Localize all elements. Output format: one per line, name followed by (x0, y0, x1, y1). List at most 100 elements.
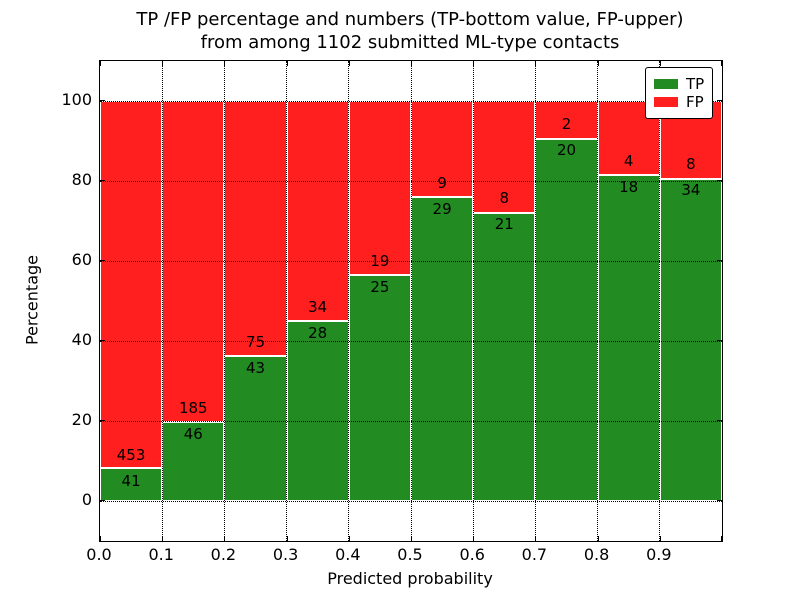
bar-segment-fp (287, 102, 348, 321)
chart-title-line2: from among 1102 submitted ML-type contac… (200, 32, 620, 53)
x-tick-mark (721, 536, 722, 541)
tp-count-label: 20 (556, 141, 577, 160)
bar-segment-tp (598, 174, 659, 500)
chart-title: TP /FP percentage and numbers (TP-bottom… (99, 8, 721, 54)
legend-label-tp: TP (686, 75, 705, 93)
bar: 4 18 (597, 101, 660, 501)
y-tick-label: 80 (71, 170, 92, 189)
x-tick-mark (100, 61, 101, 66)
y-tick-mark (717, 420, 722, 421)
bar-segment-fp (349, 102, 410, 274)
gridline-vertical (410, 61, 412, 541)
x-tick-mark (659, 536, 661, 541)
gridline-vertical (161, 61, 163, 541)
x-tick-mark (473, 61, 475, 66)
gridline-vertical (534, 61, 536, 541)
tp-count-label: 21 (494, 215, 514, 234)
y-tick-mark (717, 340, 722, 341)
x-tick-mark (348, 61, 350, 66)
tp-count-label: 43 (245, 359, 266, 378)
bar-segment-tp (660, 177, 721, 500)
x-tick-label: 0.5 (397, 545, 423, 564)
bar-segment-tp (163, 420, 224, 500)
x-tick-mark (224, 536, 226, 541)
bar: 453 41 (100, 101, 163, 501)
tp-count-label: 34 (681, 181, 701, 200)
gridline-vertical (472, 61, 474, 541)
bar: 8 21 (473, 101, 536, 501)
bar-segment-tp (225, 354, 286, 500)
bar-segment-fp (225, 102, 286, 355)
tp-count-label: 29 (432, 199, 452, 218)
x-tick-mark (597, 61, 599, 66)
fp-count-label: 75 (245, 333, 266, 352)
fp-count-label: 185 (178, 399, 208, 418)
gridline-vertical (286, 61, 288, 541)
bar: 185 46 (162, 101, 225, 501)
y-tick-mark (100, 420, 105, 421)
bar-segment-fp (536, 102, 597, 139)
fp-count-label: 8 (686, 155, 696, 174)
x-tick-label: 0.8 (583, 545, 610, 564)
fp-count-label: 9 (437, 173, 447, 192)
tp-count-label: 46 (183, 425, 203, 444)
y-tick-mark (717, 180, 722, 181)
x-tick-mark (411, 61, 412, 66)
x-tick-label: 0.0 (86, 545, 112, 564)
x-tick-label: 0.7 (521, 545, 548, 564)
bar: 34 28 (286, 101, 349, 501)
legend-swatch-fp (654, 97, 678, 107)
gridline-vertical (223, 61, 225, 541)
x-tick-label: 0.3 (272, 545, 299, 564)
x-tick-label: 0.1 (148, 545, 174, 564)
fp-count-label: 34 (308, 298, 328, 317)
y-tick-mark (100, 180, 105, 181)
x-tick-mark (411, 536, 412, 541)
gridline-vertical (597, 61, 599, 541)
legend-swatch-tp (654, 79, 678, 89)
x-tick-label: 0.6 (459, 545, 485, 564)
x-tick-label: 0.2 (210, 545, 237, 564)
x-tick-mark (659, 61, 661, 66)
x-tick-mark (597, 536, 599, 541)
x-tick-mark (473, 536, 475, 541)
bar-segment-tp (412, 196, 473, 500)
plot-area: 453 41 185 46 75 43 34 28 19 25 9 29 8 21 2 20 4 18 8 34 (99, 60, 723, 542)
x-tick-mark (348, 536, 350, 541)
chart-title-line1: TP /FP percentage and numbers (TP-bottom… (136, 9, 684, 30)
x-tick-mark (535, 61, 537, 66)
x-tick-mark (286, 536, 288, 541)
fp-count-label: 453 (116, 445, 146, 464)
x-axis-label: Predicted probability (327, 569, 493, 588)
x-tick-label: 0.9 (646, 545, 672, 564)
x-tick-label: 0.4 (335, 545, 361, 564)
gridline-vertical (659, 61, 661, 541)
y-tick-label: 40 (71, 330, 92, 349)
legend-row: FP (654, 94, 704, 110)
x-tick-mark (535, 536, 537, 541)
x-tick-mark (162, 536, 164, 541)
x-tick-mark (162, 61, 164, 66)
bar-segment-tp (287, 320, 348, 500)
bar: 9 29 (411, 101, 474, 501)
legend: TP FP (645, 67, 713, 119)
bar-segment-tp (101, 466, 162, 500)
y-tick-mark (100, 100, 105, 101)
bar: 2 20 (535, 101, 598, 501)
bar: 75 43 (224, 101, 287, 501)
y-tick-mark (717, 500, 722, 501)
tp-count-label: 41 (121, 471, 141, 490)
bar: 8 34 (659, 101, 722, 501)
y-tick-mark (100, 260, 105, 261)
y-tick-mark (100, 340, 105, 341)
bar: 19 25 (348, 101, 411, 501)
fp-count-label: 4 (623, 151, 634, 170)
y-tick-mark (717, 260, 722, 261)
y-tick-label: 0 (81, 490, 92, 509)
y-tick-label: 100 (61, 90, 92, 109)
x-tick-mark (721, 61, 722, 66)
legend-label-fp: FP (686, 93, 704, 111)
bar-segment-tp (536, 138, 597, 500)
legend-row: TP (654, 76, 704, 92)
fp-count-label: 2 (561, 115, 572, 134)
